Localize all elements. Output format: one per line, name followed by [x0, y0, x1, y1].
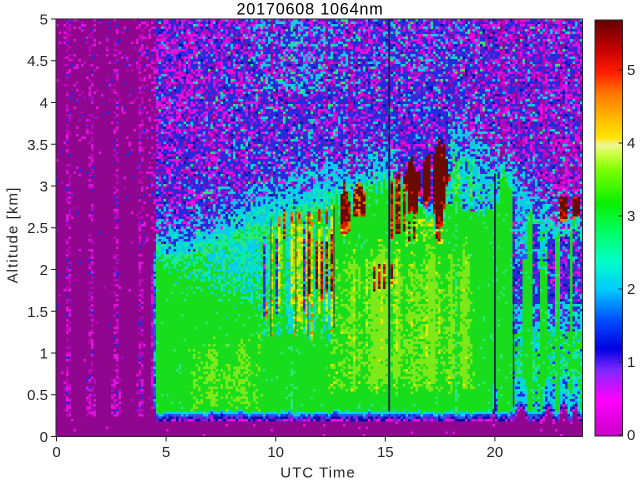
svg-text:4: 4: [40, 95, 48, 112]
svg-text:Altitude [km]: Altitude [km]: [5, 187, 22, 284]
svg-text:UTC Time: UTC Time: [280, 465, 356, 480]
svg-text:5: 5: [627, 62, 635, 79]
svg-text:5: 5: [40, 12, 48, 29]
svg-text:2.5: 2.5: [27, 220, 48, 237]
svg-text:3.5: 3.5: [27, 137, 48, 154]
svg-text:15: 15: [377, 444, 394, 461]
svg-text:5: 5: [162, 444, 170, 461]
svg-text:1: 1: [40, 346, 48, 363]
svg-text:2: 2: [627, 281, 635, 298]
svg-text:3: 3: [40, 179, 48, 196]
svg-text:10: 10: [267, 444, 284, 461]
svg-text:2: 2: [40, 262, 48, 279]
svg-text:1: 1: [627, 354, 635, 371]
svg-text:0: 0: [52, 444, 60, 461]
svg-text:0: 0: [627, 427, 635, 444]
svg-text:3: 3: [627, 208, 635, 225]
svg-text:0.5: 0.5: [27, 387, 48, 404]
svg-text:1.5: 1.5: [27, 304, 48, 321]
svg-text:4: 4: [627, 135, 635, 152]
svg-text:20170608 1064nm: 20170608 1064nm: [236, 1, 383, 19]
svg-text:0: 0: [40, 429, 48, 446]
svg-text:20: 20: [487, 444, 504, 461]
svg-text:4.5: 4.5: [27, 53, 48, 70]
